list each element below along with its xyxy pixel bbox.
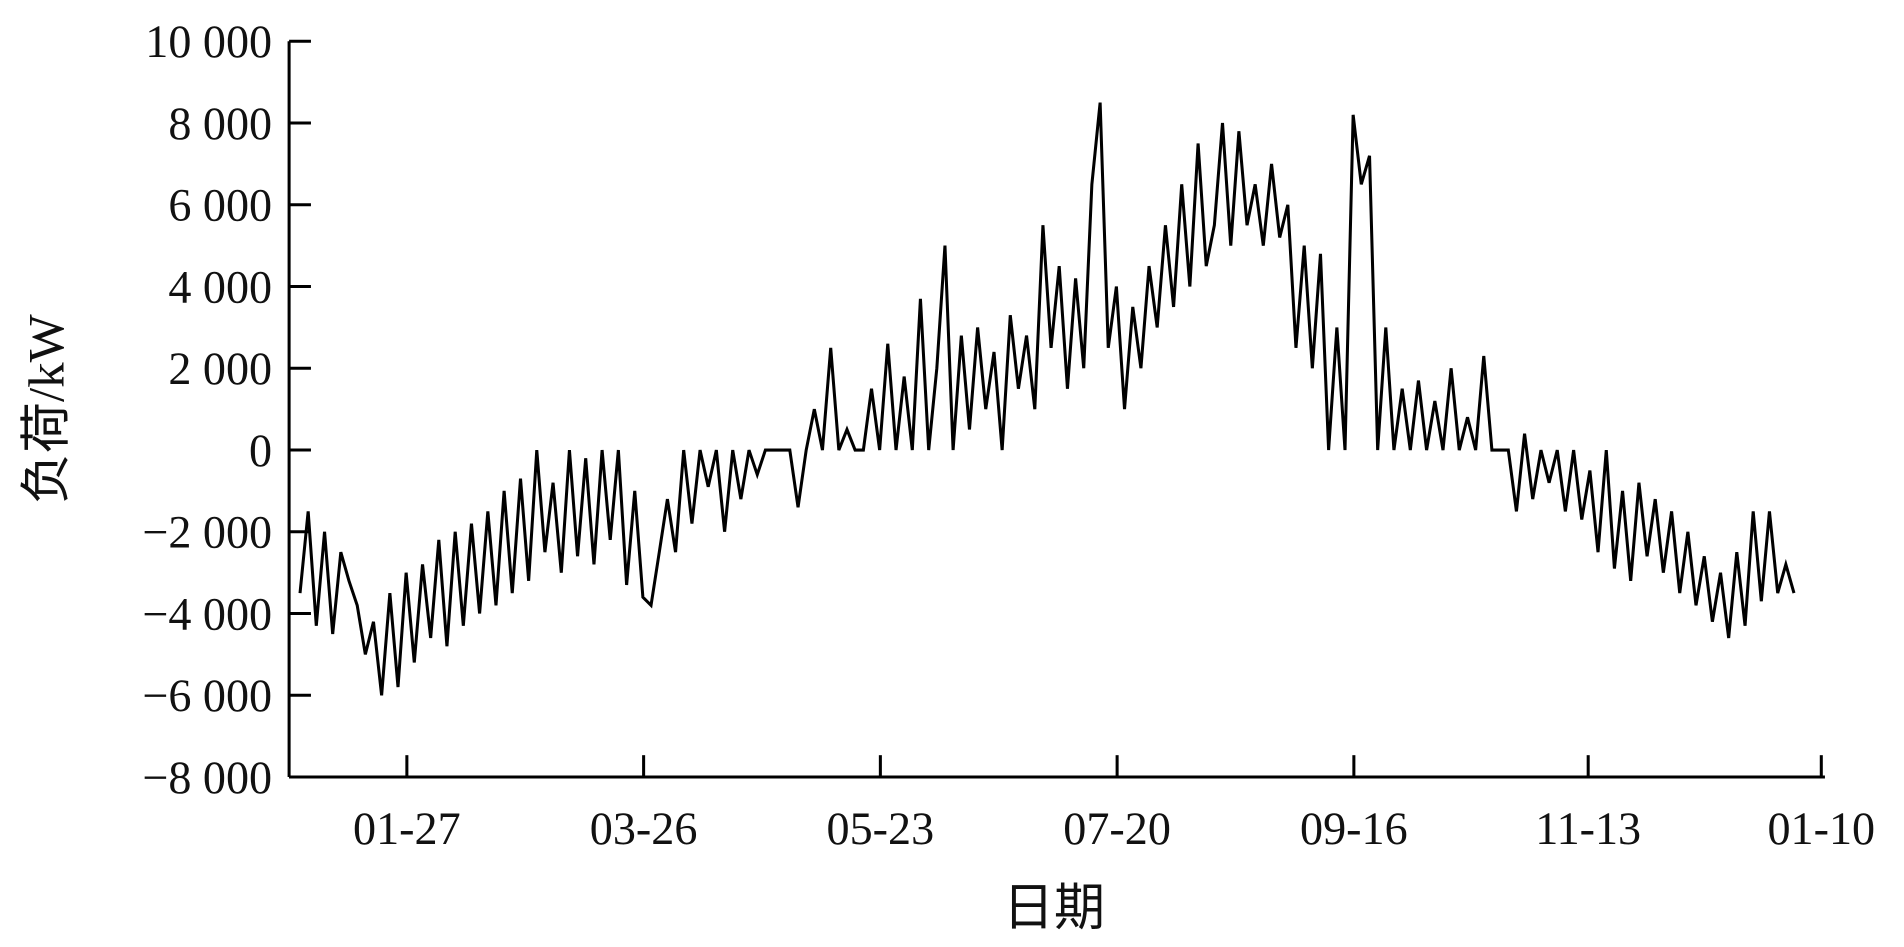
x-tick-label: 03-26	[590, 803, 698, 854]
y-tick-label: 2 000	[168, 343, 272, 394]
y-axis-label: 负荷/kW	[19, 313, 75, 504]
y-tick-label: 6 000	[168, 180, 272, 231]
y-tick-label: −8 000	[142, 752, 272, 803]
y-tick-label: 10 000	[145, 16, 272, 67]
x-axis-ticks: 01-27 03-26 05-23 07-20 09-16 11-13 01-10	[353, 755, 1875, 854]
y-tick-label: −4 000	[142, 588, 272, 639]
x-axis-label: 日期	[1003, 881, 1105, 937]
x-tick-label: 11-13	[1535, 803, 1641, 854]
x-tick-label: 07-20	[1063, 803, 1171, 854]
y-tick-label: −2 000	[142, 507, 272, 558]
y-tick-label: −6 000	[142, 670, 272, 721]
x-tick-label: 09-16	[1300, 803, 1408, 854]
x-tick-label: 01-10	[1767, 803, 1875, 854]
y-tick-label: 0	[249, 425, 272, 476]
x-tick-label: 01-27	[353, 803, 461, 854]
load-series-line	[298, 102, 1796, 696]
x-tick-label: 05-23	[827, 803, 935, 854]
y-tick-label: 8 000	[168, 98, 272, 149]
y-axis-ticks: 10 000 8 000 6 000 4 000 2 000 0 −2 000 −4 000 −…	[142, 16, 311, 803]
y-tick-label: 4 000	[168, 261, 272, 312]
